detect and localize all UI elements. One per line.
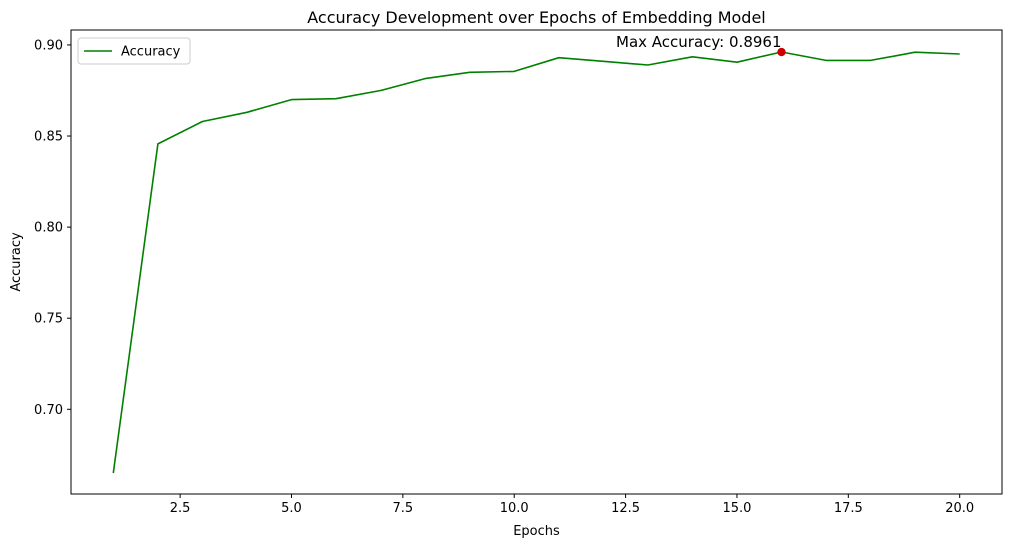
y-tick-label: 0.75	[34, 312, 63, 327]
legend-box	[77, 37, 191, 65]
x-tick-label: 2.5	[170, 501, 191, 516]
y-tick-label: 0.90	[34, 38, 63, 53]
x-tick-label: 5.0	[281, 501, 302, 516]
series-layer	[112, 51, 960, 474]
x-axis-ticks: 2.5 5.0 7.5 10.0 12.5 15.0 17.5 20.0	[170, 494, 974, 516]
plot-frame	[70, 29, 1003, 495]
x-tick-label: 10.0	[500, 501, 529, 516]
y-tick-label: 0.85	[34, 130, 63, 145]
y-tick-label: 0.80	[34, 221, 63, 236]
max-accuracy-marker	[777, 47, 786, 57]
x-tick-label: 7.5	[393, 501, 414, 516]
x-axis-label: Epochs	[513, 524, 560, 539]
chart-title: Accuracy Development over Epochs of Embe…	[307, 8, 766, 27]
x-tick-label: 17.5	[834, 501, 863, 516]
legend-label: Accuracy	[121, 45, 181, 60]
x-tick-label: 12.5	[611, 501, 640, 516]
legend: Accuracy	[77, 37, 191, 65]
y-axis-label: Accuracy	[9, 232, 24, 292]
x-tick-label: 15.0	[722, 501, 751, 516]
accuracy-series-line	[112, 51, 960, 474]
y-axis-ticks: 0.70 0.75 0.80 0.85 0.90	[34, 38, 71, 418]
annotation-layer: Max Accuracy: 0.8961	[616, 33, 786, 57]
max-accuracy-label: Max Accuracy: 0.8961	[616, 33, 781, 51]
x-tick-label: 20.0	[945, 501, 974, 516]
y-tick-label: 0.70	[34, 403, 63, 418]
